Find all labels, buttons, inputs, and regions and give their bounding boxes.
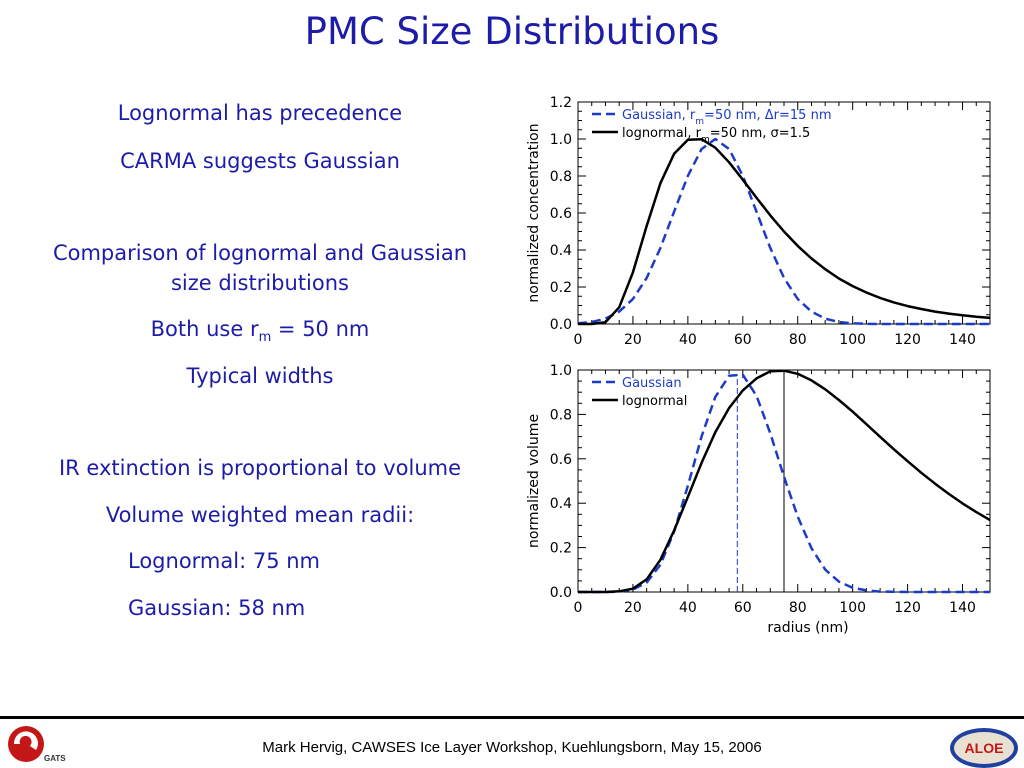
- x-tick-label: 60: [734, 600, 752, 616]
- bullet-subscript: m: [258, 330, 272, 346]
- bullet-text: Comparison of lognormal and Gaussian: [52, 241, 468, 265]
- bullet-text: Both use r: [150, 317, 259, 341]
- bullet-text: Volume weighted mean radii:: [105, 503, 415, 527]
- y-tick-label: 0.4: [550, 243, 572, 259]
- x-tick-label: 0: [574, 332, 583, 348]
- slide-title: PMC Size Distributions: [304, 10, 720, 53]
- x-tick-label: 140: [949, 600, 976, 616]
- x-tick-label: 0: [574, 600, 583, 616]
- y-tick-label: 0.8: [550, 407, 572, 423]
- y-tick-label: 0.0: [550, 585, 572, 601]
- y-tick-label: 0.8: [550, 169, 572, 185]
- gats-logo: GATS: [8, 726, 66, 763]
- bullet-text: Gaussian: 58 nm: [128, 596, 306, 620]
- x-tick-label: 40: [679, 332, 697, 348]
- x-tick-label: 140: [949, 332, 976, 348]
- x-tick-label: 80: [789, 600, 807, 616]
- gaussian-series-line: [578, 373, 990, 594]
- x-tick-label: 120: [894, 600, 921, 616]
- gaussian-series-line: [577, 137, 990, 326]
- chart-panel-2: 0 20 40 60 80 100 120 140 0.0 0.2 0.4 0.6 0.8 1.0 norm…: [526, 363, 991, 636]
- bullet-text: Lognormal: 75 nm: [128, 549, 321, 573]
- y-tick-label: 1.0: [550, 363, 572, 379]
- chart-panel-1: 0 20 40 60 80 100 120 140 0.0 0.2 0.4 0.6 0.8 1.0 1.2 n…: [526, 95, 991, 348]
- bullet-text: CARMA suggests Gaussian: [120, 149, 400, 173]
- y-tick-label: 0.6: [550, 452, 572, 468]
- legend-gaussian-label: Gaussian, rm=50 nm, Δr=15 nm: [622, 108, 832, 127]
- x-tick-label: 100: [839, 332, 866, 348]
- y-tick-label: 0.2: [550, 280, 572, 296]
- bullet-rm: Both use rm = 50 nm: [20, 316, 500, 351]
- y-tick-label: 0.0: [550, 317, 572, 333]
- y-axis-label: normalized volume: [526, 414, 542, 548]
- bullet-text: Lognormal has precedence: [117, 101, 403, 125]
- footer-citation: Mark Hervig, CAWSES Ice Layer Workshop, …: [262, 739, 762, 756]
- bullet-text: = 50 nm: [271, 317, 370, 341]
- lognormal-series-line: [578, 369, 991, 594]
- x-tick-label: 80: [789, 332, 807, 348]
- lognormal-series-line: [578, 137, 991, 326]
- size-distribution-charts: 0 20 40 60 80 100 120 140 0.0 0.2 0.4 0.6 0.8 1.0 1.2 n…: [526, 95, 991, 636]
- x-tick-label: 20: [624, 600, 642, 616]
- x-tick-label: 60: [734, 332, 752, 348]
- y-tick-label: 0.4: [550, 496, 572, 512]
- legend-lognormal-label: lognormal: [622, 394, 687, 409]
- y-tick-label: 0.2: [550, 541, 572, 557]
- aloe-logo: ALOE: [950, 728, 1018, 768]
- y-tick-label: 0.6: [550, 206, 572, 222]
- aloe-logo-text: ALOE: [965, 740, 1004, 756]
- gats-logo-text: GATS: [44, 754, 66, 763]
- x-axis-label: radius (nm): [767, 620, 848, 636]
- x-tick-label: 100: [839, 600, 866, 616]
- bullet-text: IR extinction is proportional to volume: [58, 456, 462, 480]
- y-axis-label: normalized concentration: [526, 123, 542, 302]
- y-tick-label: 1.2: [550, 95, 572, 111]
- bullet-text: Typical widths: [186, 364, 334, 388]
- x-tick-label: 120: [894, 332, 921, 348]
- x-tick-label: 20: [624, 332, 642, 348]
- footer-divider: [0, 716, 1024, 719]
- y-tick-label: 1.0: [550, 132, 572, 148]
- bullet-text: size distributions: [170, 271, 349, 295]
- legend-gaussian-label: Gaussian: [622, 376, 682, 391]
- legend-lognormal-label: lognormal, rm=50 nm, σ=1.5: [622, 126, 810, 145]
- x-tick-label: 40: [679, 600, 697, 616]
